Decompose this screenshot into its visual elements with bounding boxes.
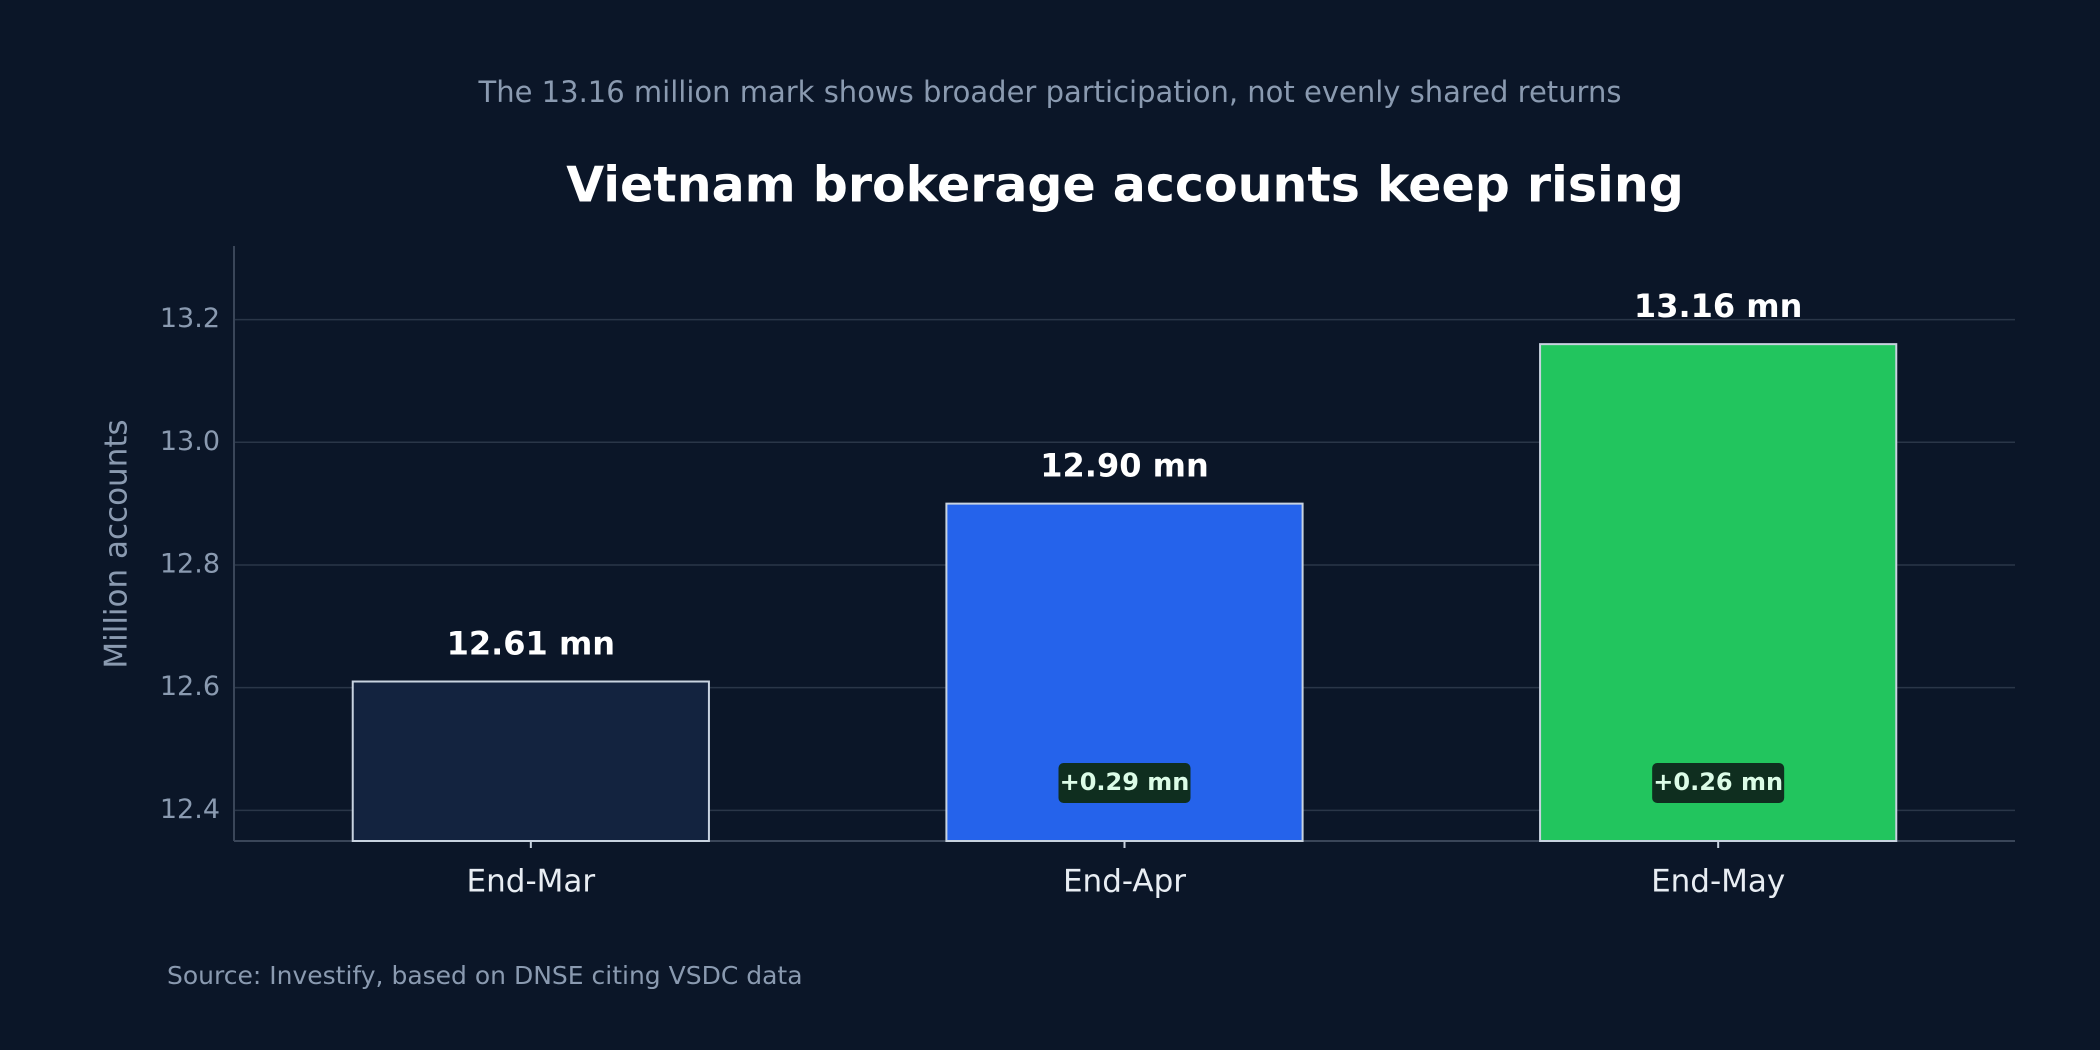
annotation-label: +0.26 mn [1653, 768, 1783, 796]
x-tick-label: End-May [1651, 864, 1785, 900]
chart-title: Vietnam brokerage accounts keep rising [566, 157, 1684, 214]
chart-subtitle: The 13.16 million mark shows broader par… [478, 75, 1622, 109]
annotation-box [1652, 763, 1785, 803]
y-tick-label: 12.6 [160, 671, 220, 702]
annotation-box [1058, 763, 1191, 803]
bar [351, 680, 710, 842]
source-note: Source: Investify, based on DNSE citing … [167, 961, 803, 990]
x-tick-label: End-Apr [1063, 864, 1186, 900]
y-axis-label: Million accounts [99, 419, 135, 668]
y-tick-label: 13.0 [160, 426, 220, 457]
x-tick-label: End-Mar [467, 864, 596, 900]
y-tick-label: 12.8 [160, 548, 220, 579]
y-tick-label: 12.4 [160, 794, 220, 825]
y-tick-label: 13.2 [160, 303, 220, 334]
bar [1539, 343, 1898, 842]
value-label: 12.61 mn [447, 625, 615, 663]
value-label: 12.90 mn [1040, 447, 1208, 485]
value-label: 13.16 mn [1634, 287, 1802, 325]
annotation-label: +0.29 mn [1060, 768, 1190, 796]
